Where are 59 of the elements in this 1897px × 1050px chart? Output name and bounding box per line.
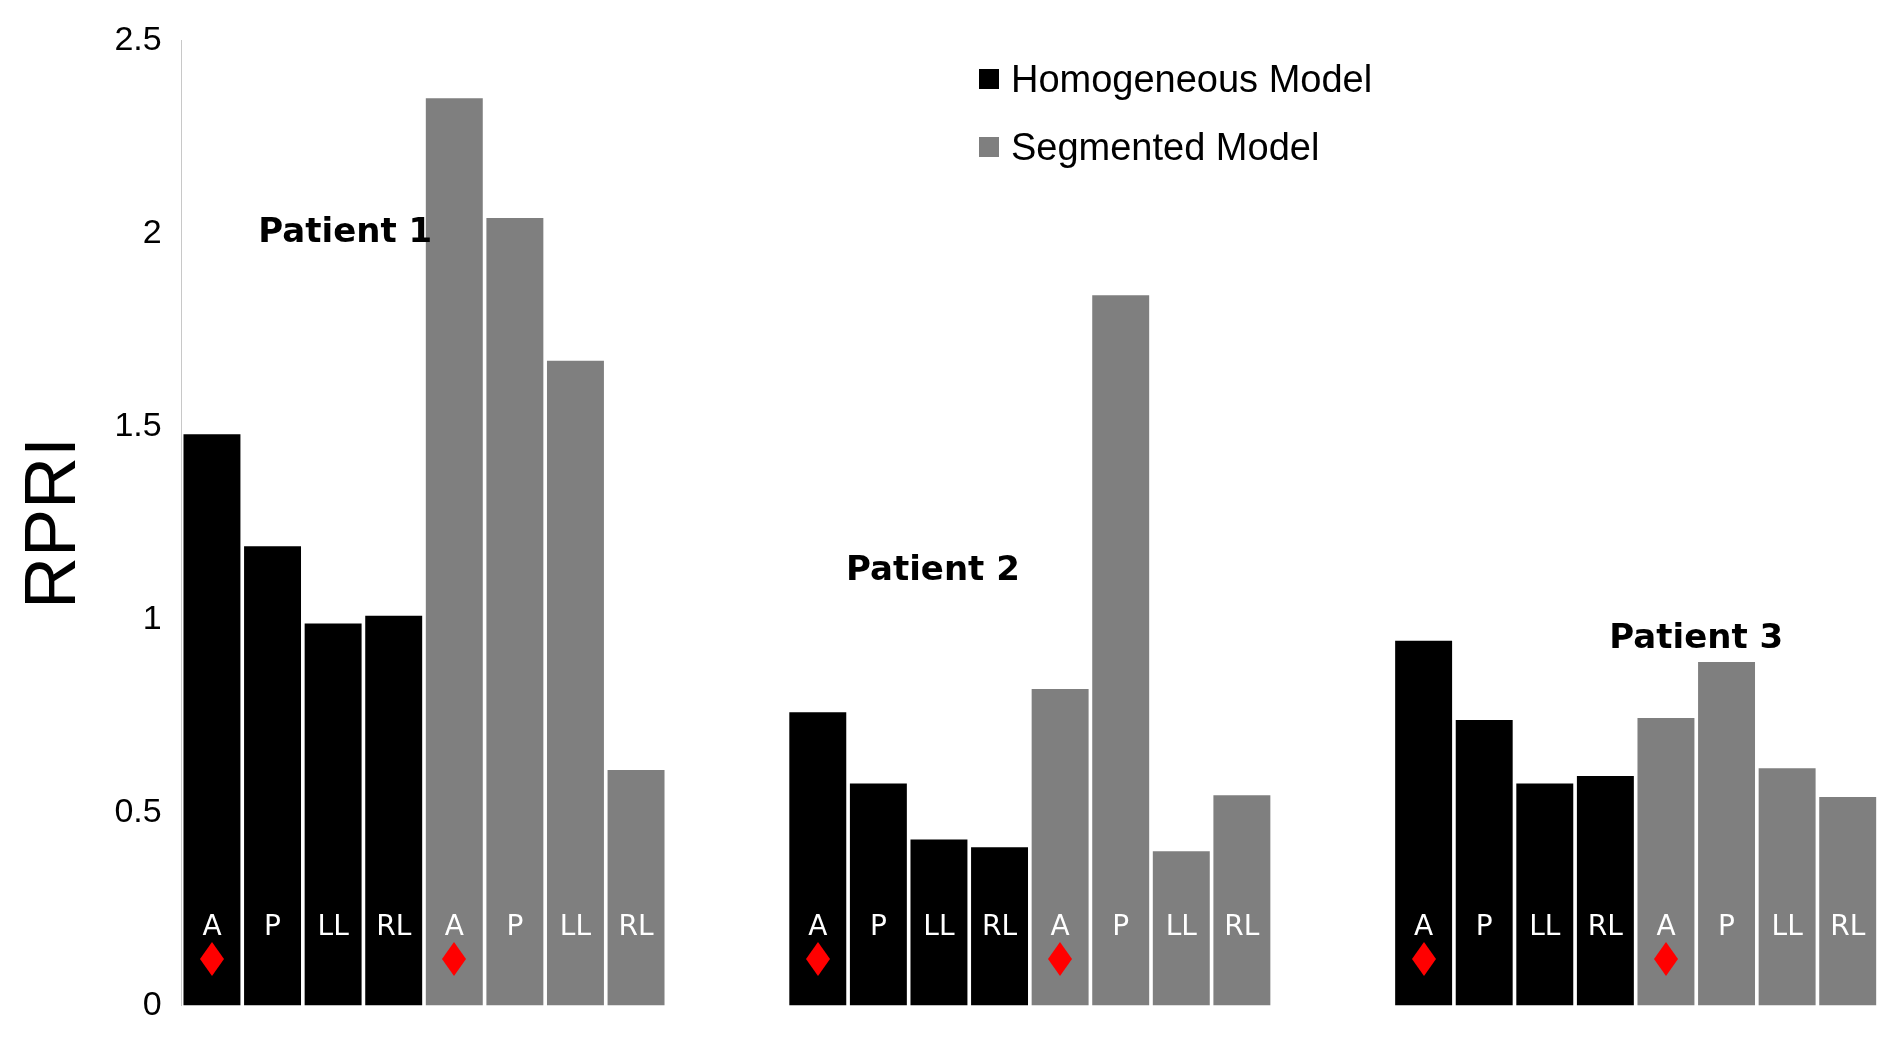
- annotation: Patient 1: [258, 210, 433, 251]
- x-tick-label: LL: [1529, 908, 1561, 942]
- bar: [244, 546, 302, 1006]
- bar: [849, 783, 907, 1006]
- x-tick-label: LL: [1165, 908, 1198, 942]
- bar: [486, 218, 544, 1006]
- x-tick-label: A: [808, 908, 828, 942]
- x-tick-label: RL: [618, 908, 654, 942]
- bar: [1092, 295, 1150, 1006]
- bar: [304, 623, 362, 1006]
- x-tick-label: LL: [317, 908, 350, 942]
- bar: [789, 712, 847, 1006]
- y-tick-label: 2.5: [114, 18, 162, 57]
- bar: [365, 615, 423, 1006]
- bar: [183, 434, 241, 1006]
- x-tick-label: P: [1718, 908, 1735, 942]
- bar: [1031, 689, 1089, 1006]
- bar: [971, 847, 1029, 1006]
- x-tick-label: P: [506, 908, 524, 942]
- y-tick-label: 0: [142, 983, 162, 1022]
- bar: [1213, 795, 1271, 1006]
- x-tick-label: RL: [1830, 908, 1866, 942]
- x-tick-label: A: [202, 908, 222, 942]
- x-tick-label: LL: [559, 908, 592, 942]
- x-tick-label: LL: [1771, 908, 1804, 942]
- x-tick-label: LL: [923, 908, 955, 942]
- x-tick-label: RL: [1224, 908, 1260, 942]
- y-tick-label: 1: [142, 597, 162, 636]
- bar: [910, 839, 968, 1006]
- y-tick-label: 0.5: [114, 790, 162, 829]
- legend-label: Homogeneous Model: [1010, 57, 1373, 101]
- bar: [1637, 717, 1695, 1006]
- y-tick-label: 1.5: [114, 404, 162, 443]
- x-tick-label: P: [264, 908, 281, 942]
- bar: [1152, 851, 1210, 1006]
- bar: [607, 770, 665, 1006]
- bar: [546, 360, 604, 1006]
- bar: [1819, 797, 1877, 1006]
- x-tick-label: A: [1050, 908, 1070, 942]
- x-tick-label: RL: [376, 908, 412, 942]
- bar: [1455, 719, 1513, 1006]
- annotation: Patient 2: [845, 548, 1020, 589]
- x-tick-label: RL: [1587, 908, 1624, 942]
- x-tick-label: A: [1414, 908, 1434, 942]
- x-tick-label: RL: [982, 908, 1018, 942]
- bar: [1516, 783, 1574, 1006]
- x-tick-label: P: [869, 908, 887, 942]
- y-axis-title: RPRI: [10, 436, 91, 610]
- bar: [1758, 768, 1816, 1006]
- x-tick-label: P: [1112, 908, 1130, 942]
- bar: [1698, 661, 1756, 1006]
- bar: [1395, 640, 1453, 1006]
- bar: [1576, 775, 1634, 1006]
- x-tick-label: A: [444, 908, 464, 942]
- x-tick-label: A: [1656, 908, 1676, 942]
- y-tick-label: 2: [142, 211, 162, 250]
- annotation: Patient 3: [1609, 615, 1784, 656]
- x-tick-label: P: [1475, 908, 1493, 942]
- legend-label: Segmented Model: [1010, 125, 1320, 169]
